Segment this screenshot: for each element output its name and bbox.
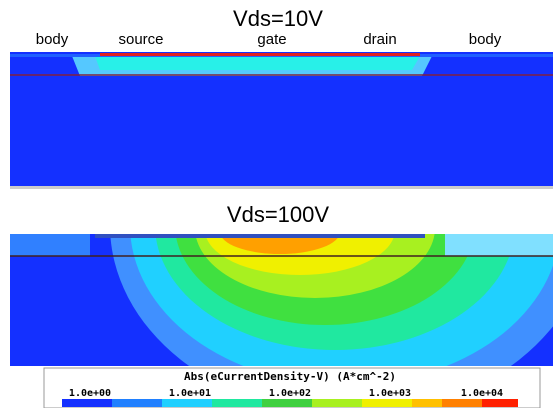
- panel-title: Vds=100V: [227, 202, 329, 227]
- colorbar-tick: 1.0e+03: [369, 388, 411, 399]
- colorbar-tick: 1.0e+00: [69, 388, 111, 399]
- top-plot: [10, 52, 553, 189]
- region-label: gate: [257, 31, 286, 48]
- colorbar-tick: 1.0e+02: [269, 388, 311, 399]
- colorbar: [62, 399, 518, 407]
- panel-title: Vds=10V: [233, 6, 323, 31]
- colorbar-tick: 1.0e+04: [461, 388, 503, 399]
- colorbar-tick: 1.0e+01: [169, 388, 211, 399]
- region-label: body: [469, 31, 502, 48]
- region-label: drain: [363, 31, 396, 48]
- colorbar-title: Abs(eCurrentDensity-V) (A*cm^-2): [184, 370, 396, 383]
- region-label: source: [118, 31, 163, 48]
- region-label: body: [36, 31, 69, 48]
- bottom-plot: [10, 234, 553, 366]
